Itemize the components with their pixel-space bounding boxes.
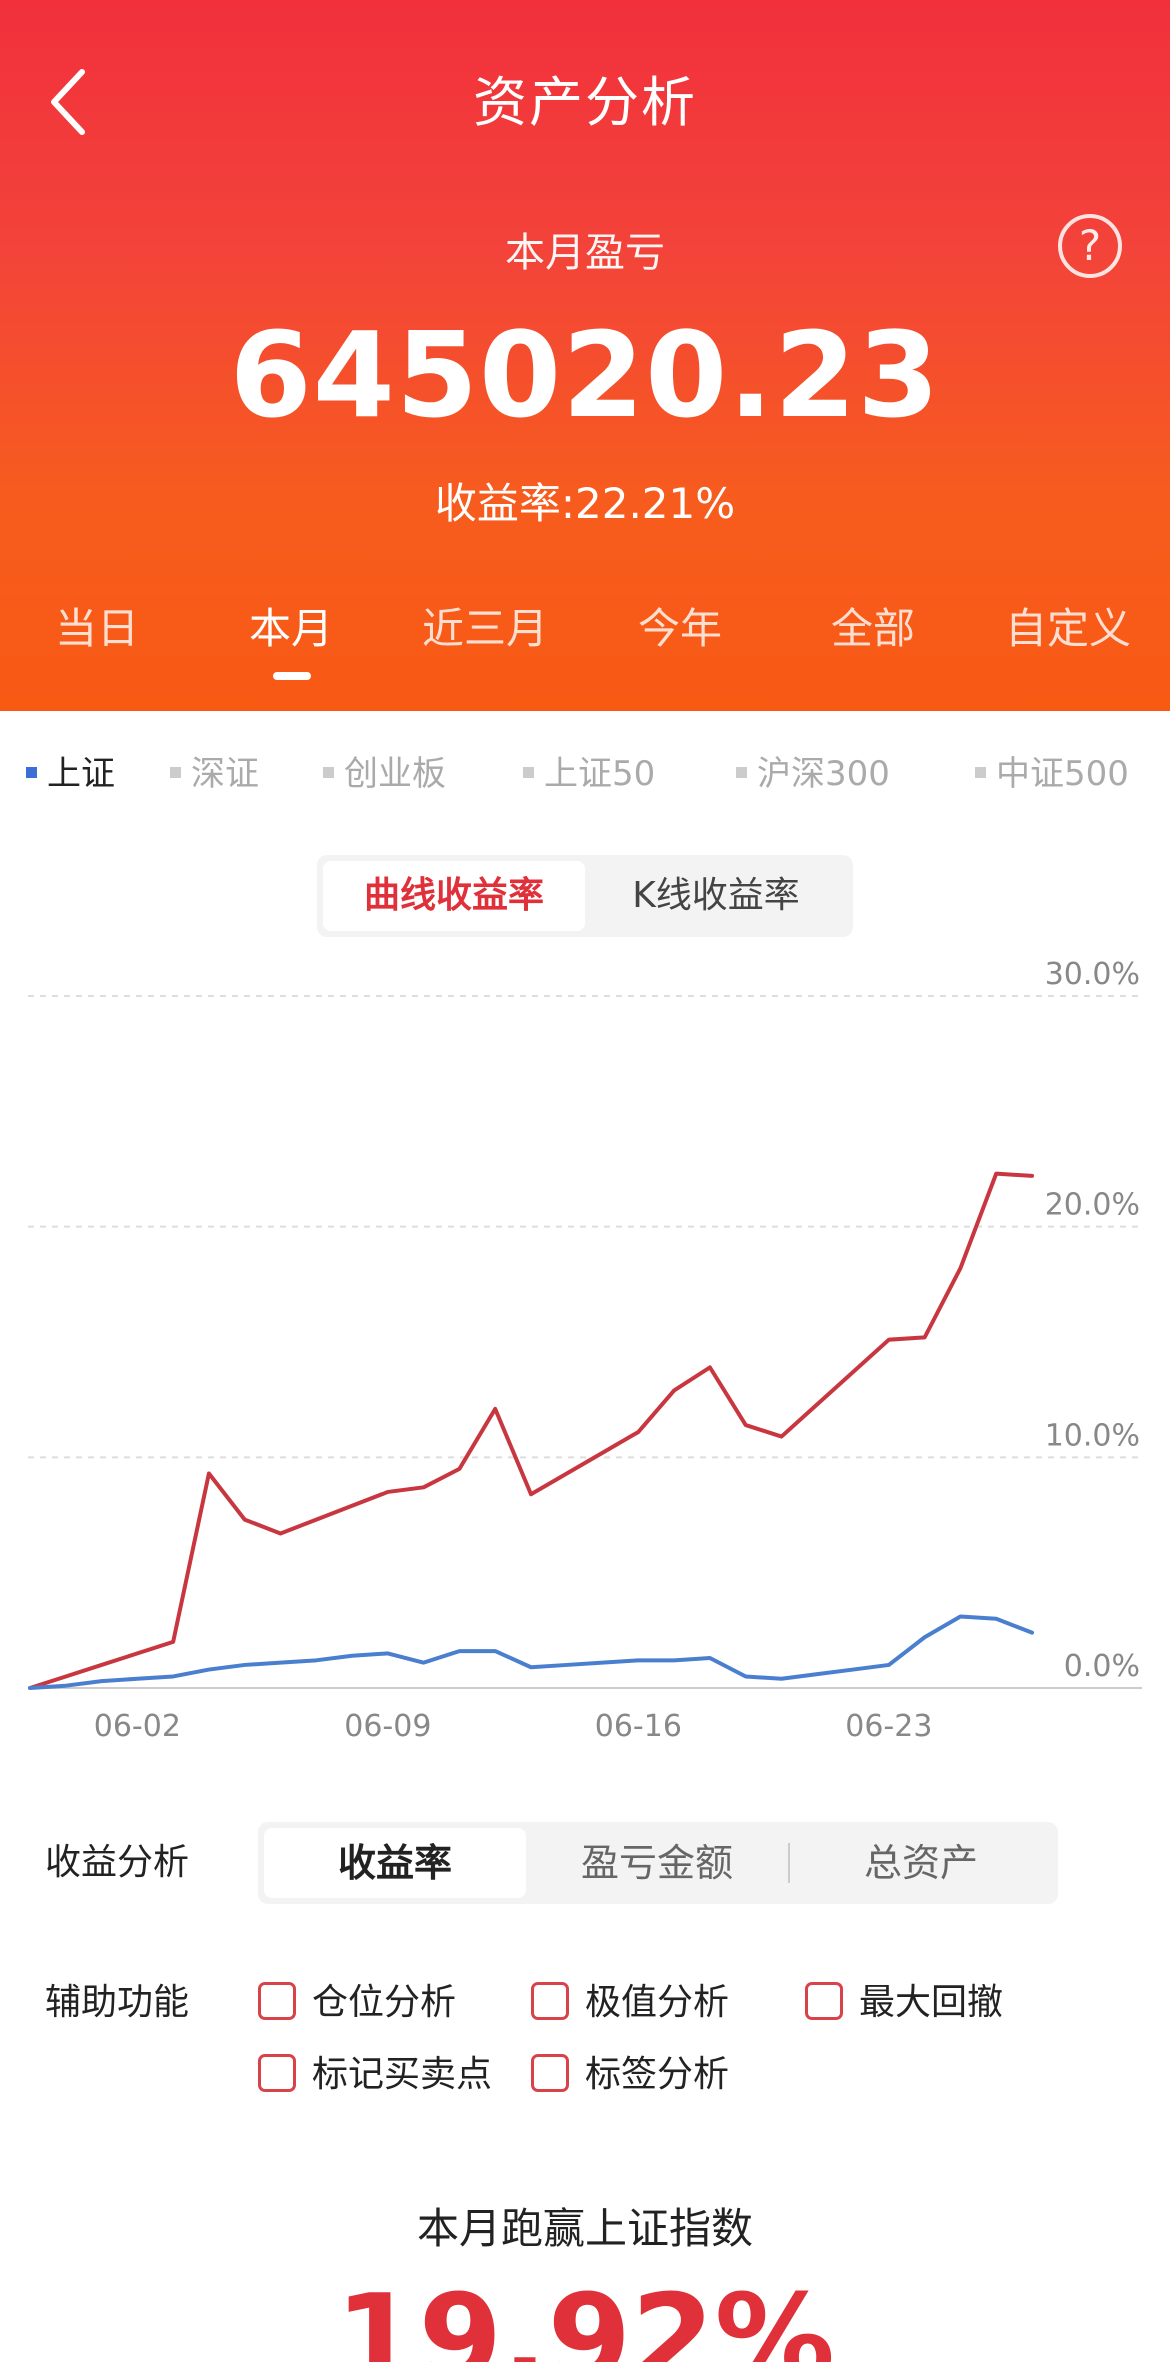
checkbox-icon (258, 2054, 296, 2092)
checkbox-icon (805, 1982, 843, 2020)
return-chart: 30.0% 20.0% 10.0% 0.0% 06-02 06-09 06-16 06-23 (28, 957, 1142, 1744)
total-assets-option[interactable]: 总资产 (863, 1841, 978, 1885)
checkbox-icon (531, 2054, 569, 2092)
y-tick-label: 20.0% (1045, 1188, 1140, 1223)
chart-mode-toggle: 曲线收益率 K线收益率 (317, 855, 853, 937)
analysis-label: 收益分析 (45, 1842, 190, 1883)
index-item-chinext[interactable]: 创业板 (323, 746, 446, 795)
index-selector: 上证 深证 创业板 上证50 沪深300 中证500 (0, 746, 1170, 796)
checkbox-icon (531, 1982, 569, 2020)
outperform-value: 19.92% (335, 2270, 835, 2362)
legend-dot (323, 767, 334, 778)
index-line (28, 1614, 1034, 1690)
tab-custom[interactable]: 自定义 (1004, 604, 1132, 653)
position-analysis-checkbox[interactable]: 仓位分析 (258, 1973, 456, 2025)
x-tick-label: 06-23 (845, 1709, 932, 1744)
chevron-left-icon (51, 69, 85, 135)
x-tick-label: 06-09 (344, 1709, 431, 1744)
pnl-amount-option[interactable]: 盈亏金额 (580, 1841, 733, 1885)
index-item-csi500[interactable]: 中证500 (975, 746, 1129, 795)
pnl-label: 本月盈亏 (505, 230, 665, 276)
checkbox-label: 标记买卖点 (312, 2054, 493, 2095)
index-item-shenzhen[interactable]: 深证 (170, 746, 259, 795)
outperform-label: 本月跑赢上证指数 (416, 2204, 753, 2253)
index-label: 沪深300 (757, 754, 890, 794)
question-circle-icon[interactable]: ? (1058, 214, 1122, 278)
index-label: 深证 (191, 754, 259, 794)
y-tick-label: 10.0% (1045, 1418, 1140, 1453)
tab-three-months[interactable]: 近三月 (421, 604, 549, 653)
index-label: 中证500 (996, 754, 1129, 794)
period-tabs: 当日 本月 近三月 今年 全部 自定义 (0, 595, 1170, 685)
tab-this-month[interactable]: 本月 (248, 604, 334, 653)
legend-dot (523, 767, 534, 778)
checkbox-label: 仓位分析 (312, 1982, 457, 2023)
index-label: 上证50 (544, 754, 656, 794)
y-tick-label: 0.0% (1064, 1649, 1140, 1684)
checkbox-label: 最大回撤 (859, 1982, 1004, 2023)
tab-this-year[interactable]: 今年 (637, 604, 723, 653)
return-rate: 收益率:22.21% (434, 479, 736, 528)
back-button[interactable] (40, 60, 100, 140)
legend-dot (975, 767, 986, 778)
y-tick-label: 30.0% (1045, 957, 1140, 992)
aux-label: 辅助功能 (45, 1982, 190, 2023)
divider (788, 1843, 790, 1883)
header: 资产分析 ? 本月盈亏 645020.23 收益率:22.21% 当日 本月 近… (0, 0, 1170, 711)
pnl-value: 645020.23 (229, 306, 941, 444)
index-item-sse50[interactable]: 上证50 (523, 746, 655, 795)
tab-all[interactable]: 全部 (830, 604, 916, 653)
checkbox-label: 极值分析 (585, 1982, 730, 2023)
x-tick-label: 06-16 (595, 1709, 682, 1744)
return-rate-option[interactable]: 收益率 (264, 1828, 526, 1898)
index-item-shanghai[interactable]: 上证 (26, 746, 115, 795)
page-title: 资产分析 (473, 71, 697, 134)
legend-dot (170, 767, 181, 778)
index-item-csi300[interactable]: 沪深300 (736, 746, 890, 795)
index-label: 创业板 (344, 754, 446, 794)
max-drawdown-checkbox[interactable]: 最大回撤 (805, 1973, 1003, 2025)
extreme-analysis-checkbox[interactable]: 极值分析 (531, 1973, 729, 2025)
active-tab-indicator (273, 672, 311, 680)
analysis-toggle: 收益率 盈亏金额 总资产 (258, 1822, 1058, 1904)
tab-today[interactable]: 当日 (54, 604, 140, 653)
checkbox-label: 标签分析 (585, 2054, 730, 2095)
curve-return-option[interactable]: 曲线收益率 (323, 861, 585, 931)
tag-analysis-checkbox[interactable]: 标签分析 (531, 2045, 729, 2097)
mark-trades-checkbox[interactable]: 标记买卖点 (258, 2045, 492, 2097)
checkbox-icon (258, 1982, 296, 2020)
portfolio-line (28, 1171, 1034, 1690)
kline-return-option[interactable]: K线收益率 (632, 875, 800, 916)
legend-dot (26, 767, 37, 778)
legend-dot (736, 767, 747, 778)
index-label: 上证 (47, 754, 115, 794)
x-tick-label: 06-02 (94, 1709, 181, 1744)
